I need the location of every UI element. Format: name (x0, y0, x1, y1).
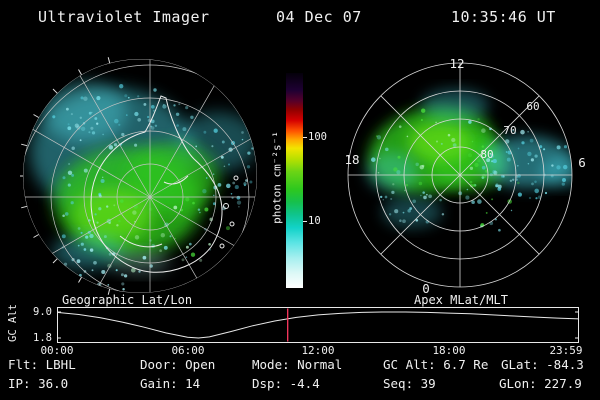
title-date: 04 Dec 07 (276, 8, 362, 26)
mlt-label-18: 18 (344, 152, 359, 167)
apex-mlat-mlt-panel: 12 18 0 6 60 70 80 (344, 56, 586, 296)
orbit-altitude-plot (57, 307, 579, 343)
orbit-plot-frame (57, 307, 579, 343)
apex-dial-grid (347, 62, 573, 288)
mlt-label-12: 12 (449, 56, 464, 71)
gc-alt-axis-label: GC Alt (7, 304, 19, 342)
colorbar-tick-mark-100 (303, 137, 307, 138)
mlat-label-80: 80 (480, 148, 493, 161)
mlat-label-60: 60 (526, 100, 539, 113)
app-title: Ultraviolet Imager (38, 8, 210, 26)
colorbar-units-label: photon cm⁻²s⁻¹ (270, 131, 284, 224)
colorbar-tick-10: 10 (308, 215, 321, 227)
aurora-emission-apex (366, 89, 572, 232)
gc-alt-tick-max: 9.0 (33, 306, 52, 318)
status-door: Door: Open (140, 357, 216, 372)
status-mode: Mode: Normal (252, 357, 343, 372)
geographic-caption: Geographic Lat/Lon (62, 293, 193, 307)
mlt-label-6: 6 (578, 155, 586, 170)
colorbar-tick-mark-10 (303, 221, 307, 222)
status-ip: IP: 36.0 (8, 376, 69, 391)
time-tick-0000: 00:00 (40, 344, 74, 357)
time-tick-1800: 18:00 (432, 344, 466, 357)
limb-tick-marks (20, 57, 111, 295)
gc-alt-curve (57, 311, 579, 339)
status-dsp: Dsp: -4.4 (252, 376, 320, 391)
mlt-label-0: 0 (422, 281, 430, 296)
colorbar-tick-100: 100 (308, 131, 327, 143)
status-filter: Flt: LBHL (8, 357, 76, 372)
status-seq: Seq: 39 (383, 376, 436, 391)
status-glon: GLon: 227.9 (499, 376, 582, 391)
status-gc-alt: GC Alt: 6.7 Re (383, 357, 489, 372)
time-tick-0600: 06:00 (171, 344, 205, 357)
status-glat: GLat: -84.3 (501, 357, 584, 372)
antarctica-coastline (90, 95, 239, 273)
time-tick-1200: 12:00 (301, 344, 335, 357)
status-gain: Gain: 14 (140, 376, 201, 391)
mlat-label-70: 70 (503, 124, 516, 137)
aurora-emission-geographic (30, 82, 257, 291)
time-tick-2359: 23:59 (549, 344, 583, 357)
title-time: 10:35:46 UT (451, 8, 556, 26)
colorbar (286, 73, 303, 288)
geographic-map-panel (20, 57, 257, 295)
gc-alt-tick-min: 1.8 (33, 332, 52, 344)
apex-caption: Apex MLat/MLT (414, 293, 508, 307)
